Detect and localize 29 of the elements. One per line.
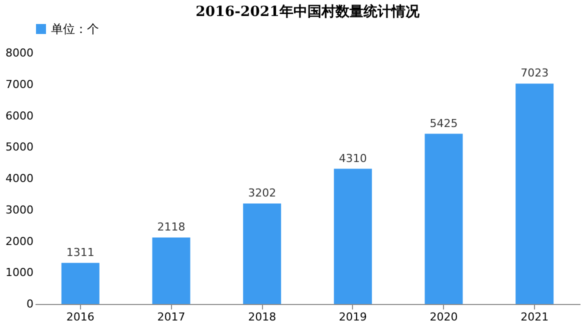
y-tick-label: 1000 [6,266,34,280]
data-label: 5425 [430,116,458,130]
x-tick-label: 2016 [66,310,94,324]
y-tick-label: 6000 [6,109,34,122]
y-tick-label: 0 [26,298,34,310]
chart-title: 2016-2021年中国村数量统计情况 [196,3,420,20]
data-label: 4310 [338,152,367,165]
bar [516,84,554,304]
y-tick-label: 8000 [6,46,34,60]
bar [334,168,372,304]
data-label: 3202 [248,186,276,200]
data-label: 2118 [157,220,186,234]
y-tick-label: 4000 [6,172,34,185]
x-tick-label: 2021 [520,310,549,324]
data-label: 1311 [66,246,94,259]
legend-label: 单位：个 [51,22,99,36]
bar [243,204,282,304]
y-tick-label: 5000 [6,140,34,154]
bar [61,262,100,304]
bar [152,238,190,304]
x-tick-label: 2018 [248,310,276,324]
x-tick-label: 2017 [157,310,186,324]
bar [424,134,463,304]
y-tick-label: 2000 [6,234,34,248]
x-tick-label: 2019 [338,310,367,324]
data-label: 7023 [520,66,549,80]
y-tick-label: 7000 [6,78,34,91]
x-tick-label: 2020 [430,310,458,324]
y-tick-label: 3000 [6,203,34,216]
